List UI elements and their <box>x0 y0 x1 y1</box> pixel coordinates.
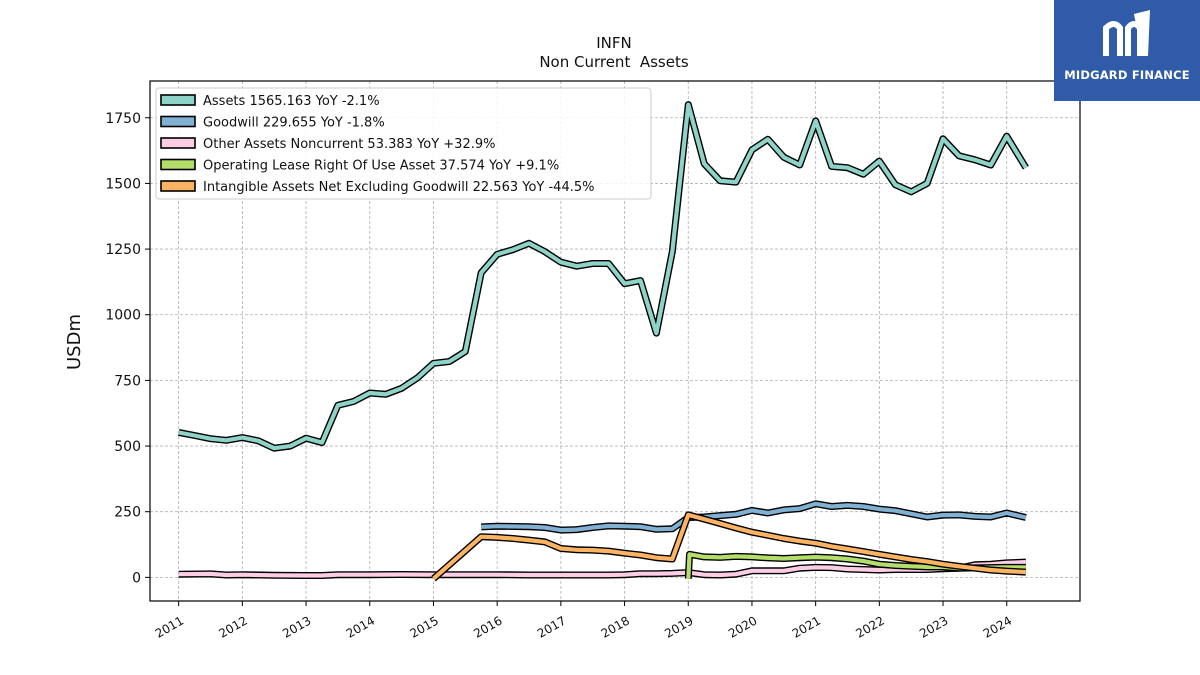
legend-swatch <box>160 158 196 171</box>
chart-title: INFN <box>596 34 632 52</box>
legend-swatch <box>160 180 196 192</box>
x-tick-label: 2023 <box>917 613 950 640</box>
x-tick-label: 2017 <box>535 613 568 640</box>
y-tick-label: 0 <box>132 570 141 586</box>
brand-logo: MIDGARD FINANCE <box>1054 0 1200 101</box>
x-tick-label: 2020 <box>726 613 759 640</box>
y-axis-label: USDm <box>64 314 85 370</box>
x-tick-label: 2015 <box>408 613 441 640</box>
legend-swatch <box>160 94 196 106</box>
chart-subtitle: Non Current Assets <box>539 53 689 71</box>
y-tick-label: 1250 <box>105 242 141 258</box>
brand-name: MIDGARD FINANCE <box>1064 68 1190 82</box>
legend-label: Operating Lease Right Of Use Asset 37.57… <box>203 159 559 174</box>
y-tick-label: 750 <box>114 373 141 389</box>
x-tick-label: 2021 <box>790 613 823 640</box>
legend-swatch <box>160 137 196 149</box>
x-tick-label: 2018 <box>599 613 632 640</box>
series-line <box>178 102 1028 451</box>
x-tick-label: 2013 <box>280 613 313 640</box>
legend: Assets 1565.163 YoY -2.1% Goodwill 229.65… <box>155 87 652 200</box>
y-tick-label: 1750 <box>105 111 141 127</box>
x-tick-label: 2012 <box>216 613 249 640</box>
brand-mark-icon <box>1103 10 1150 56</box>
series-line <box>432 512 1027 581</box>
y-tick-label: 1500 <box>105 176 141 192</box>
legend-swatch <box>160 115 196 128</box>
x-tick-label: 2014 <box>344 613 377 640</box>
legend-label: Other Assets Noncurrent 53.383 YoY +32.9… <box>203 137 495 152</box>
y-tick-label: 250 <box>114 505 141 521</box>
x-tick-label: 2016 <box>471 613 504 640</box>
plot-frame <box>149 80 1081 602</box>
x-tick-label: 2024 <box>981 613 1014 640</box>
y-tick-label: 1000 <box>105 308 141 324</box>
x-tick-label: 2019 <box>662 613 695 640</box>
legend-label: Goodwill 229.655 YoY -1.8% <box>203 116 385 131</box>
series-layer <box>178 101 1029 582</box>
legend-label: Intangible Assets Net Excluding Goodwill… <box>203 180 594 195</box>
series-line <box>481 501 1027 533</box>
y-tick-label: 500 <box>114 439 141 455</box>
x-tick-label: 2011 <box>153 613 186 640</box>
legend-label: Assets 1565.163 YoY -2.1% <box>203 94 380 109</box>
x-tick-label: 2022 <box>853 613 886 640</box>
legend-box <box>155 87 652 200</box>
